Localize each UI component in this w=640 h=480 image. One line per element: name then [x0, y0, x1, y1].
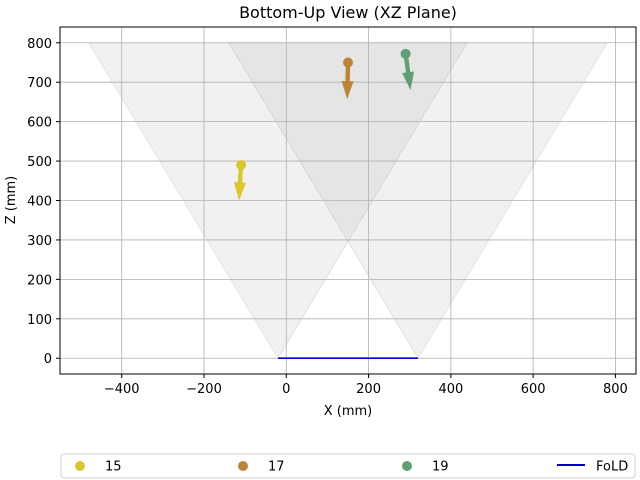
point-17 — [343, 57, 353, 68]
legend: 15 17 19 FoLD — [60, 453, 636, 479]
legend-marker-17 — [238, 461, 248, 471]
point-15 — [236, 160, 247, 171]
y-tick-label: 0 — [44, 352, 52, 367]
x-tick-label: 400 — [438, 382, 463, 397]
y-tick-label: 300 — [27, 234, 52, 249]
x-tick-label: 600 — [521, 382, 546, 397]
legend-label-17: 17 — [268, 460, 285, 475]
y-tick-label: 200 — [27, 273, 52, 288]
legend-label-15: 15 — [105, 460, 122, 475]
y-tick-label: 500 — [27, 155, 52, 170]
legend-frame — [60, 453, 636, 479]
x-tick-label: 800 — [603, 382, 628, 397]
y-tick-label: 700 — [27, 76, 52, 91]
arrow-17 — [341, 62, 354, 100]
y-tick-label: 400 — [27, 195, 52, 210]
y-axis-label: Z (mm) — [4, 176, 19, 225]
arrow-15 — [234, 164, 247, 201]
x-tick-label: 0 — [282, 382, 290, 397]
legend-label-fold: FoLD — [596, 460, 628, 475]
y-tick-label: 600 — [27, 116, 52, 131]
x-tick-label: −200 — [186, 382, 222, 397]
x-axis-label: X (mm) — [324, 404, 373, 419]
x-tick-label: −400 — [104, 382, 140, 397]
legend-marker-19 — [402, 461, 412, 471]
plot-area: −400 −200 0 200 400 600 800 0 100 200 300 400 500 600… — [27, 26, 637, 397]
arrow-19 — [402, 53, 415, 91]
chart-title: Bottom-Up View (XZ Plane) — [239, 3, 457, 22]
y-tick-label: 100 — [27, 313, 52, 328]
y-tick-label: 800 — [27, 37, 52, 52]
point-19 — [400, 48, 411, 59]
x-tick-label: 200 — [356, 382, 381, 397]
legend-marker-15 — [75, 461, 85, 471]
legend-label-19: 19 — [432, 460, 449, 475]
